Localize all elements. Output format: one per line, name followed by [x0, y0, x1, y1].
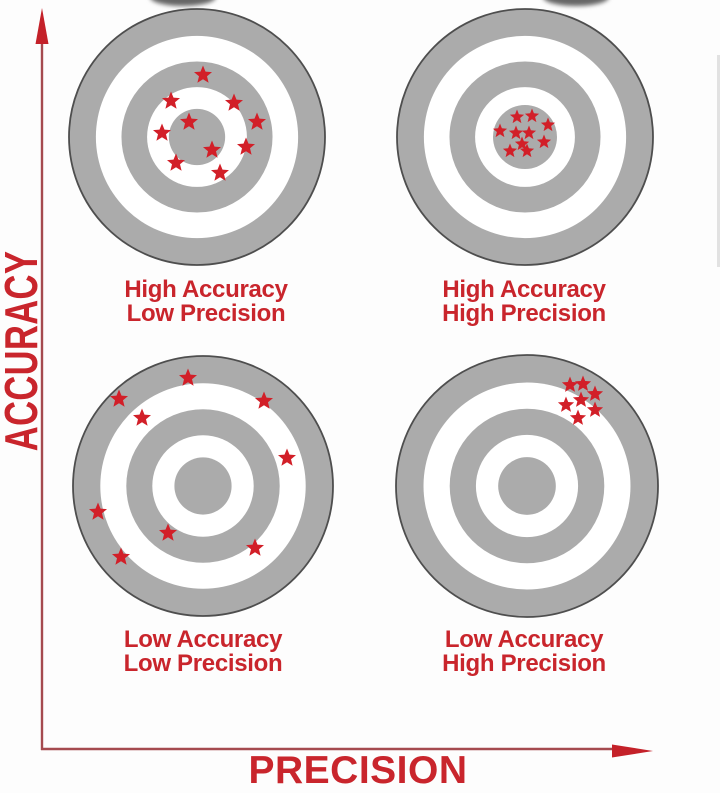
target-low-accuracy-low-precision [72, 355, 334, 617]
caption-line-1: Low Accuracy [444, 626, 604, 653]
hit-star [179, 368, 197, 386]
hit-star [586, 401, 604, 417]
caption-line-2: High Precision [442, 299, 606, 327]
target-low-accuracy-high-precision [395, 354, 659, 618]
hit-star [509, 109, 525, 124]
caption-line-1: High Accuracy [442, 276, 606, 303]
hit-star [508, 125, 524, 140]
hit-star [540, 117, 556, 132]
caption-line-2: High Precision [442, 649, 606, 677]
hit-star [255, 391, 273, 409]
hit-star [536, 134, 552, 149]
hit-star [557, 396, 575, 412]
target-high-accuracy-low-precision [68, 0, 326, 266]
hit-star [569, 409, 587, 425]
caption-high-accuracy-high-precision: High Accuracy High Precision [442, 278, 606, 325]
y-axis-arrowhead [35, 8, 49, 44]
hit-star [203, 140, 221, 158]
caption-line-1: Low Accuracy [123, 626, 283, 653]
target-bullseye [493, 105, 557, 169]
hit-star [153, 123, 171, 141]
hanger-remnant [151, 0, 215, 6]
caption-low-accuracy-low-precision: Low Accuracy Low Precision [124, 628, 283, 675]
hit-star [246, 538, 264, 556]
hit-star [159, 523, 177, 541]
hit-star [211, 163, 229, 181]
x-axis-label: PRECISION [248, 749, 468, 792]
targets-layer [68, 0, 659, 618]
hit-star [225, 93, 243, 111]
hit-star [278, 448, 296, 466]
hit-star [180, 112, 198, 130]
target-high-accuracy-high-precision [396, 0, 654, 266]
hit-star [194, 65, 212, 83]
hit-star [514, 136, 530, 151]
hit-star [574, 375, 592, 391]
hit-star [521, 125, 537, 140]
hit-star [561, 376, 579, 392]
caption-line-1: High Accuracy [124, 276, 288, 303]
target-bullseye [498, 457, 556, 515]
hanger-remnant [544, 0, 608, 6]
target-bullseye [174, 457, 232, 515]
hit-star [519, 143, 535, 158]
hit-star [492, 123, 508, 138]
hit-star [89, 502, 107, 520]
hit-star [572, 391, 590, 407]
caption-low-accuracy-high-precision: Low Accuracy High Precision [442, 628, 606, 675]
hit-star [502, 143, 518, 158]
caption-line-2: Low Precision [126, 299, 286, 327]
hit-star [167, 153, 185, 171]
caption-high-accuracy-low-precision: High Accuracy Low Precision [124, 276, 288, 327]
hit-star [237, 137, 255, 155]
hit-star [524, 108, 540, 123]
hit-star [248, 112, 266, 130]
hit-star [586, 385, 604, 401]
hit-star [112, 547, 130, 565]
hit-star [110, 389, 128, 407]
caption-line-2: Low Precision [123, 649, 283, 677]
axes-layer [35, 8, 720, 758]
y-axis-label: ACCURACY [0, 250, 47, 452]
edge-artifact [717, 55, 720, 267]
x-axis-arrowhead [612, 744, 653, 758]
hit-star [133, 408, 151, 426]
hit-star [162, 91, 180, 109]
